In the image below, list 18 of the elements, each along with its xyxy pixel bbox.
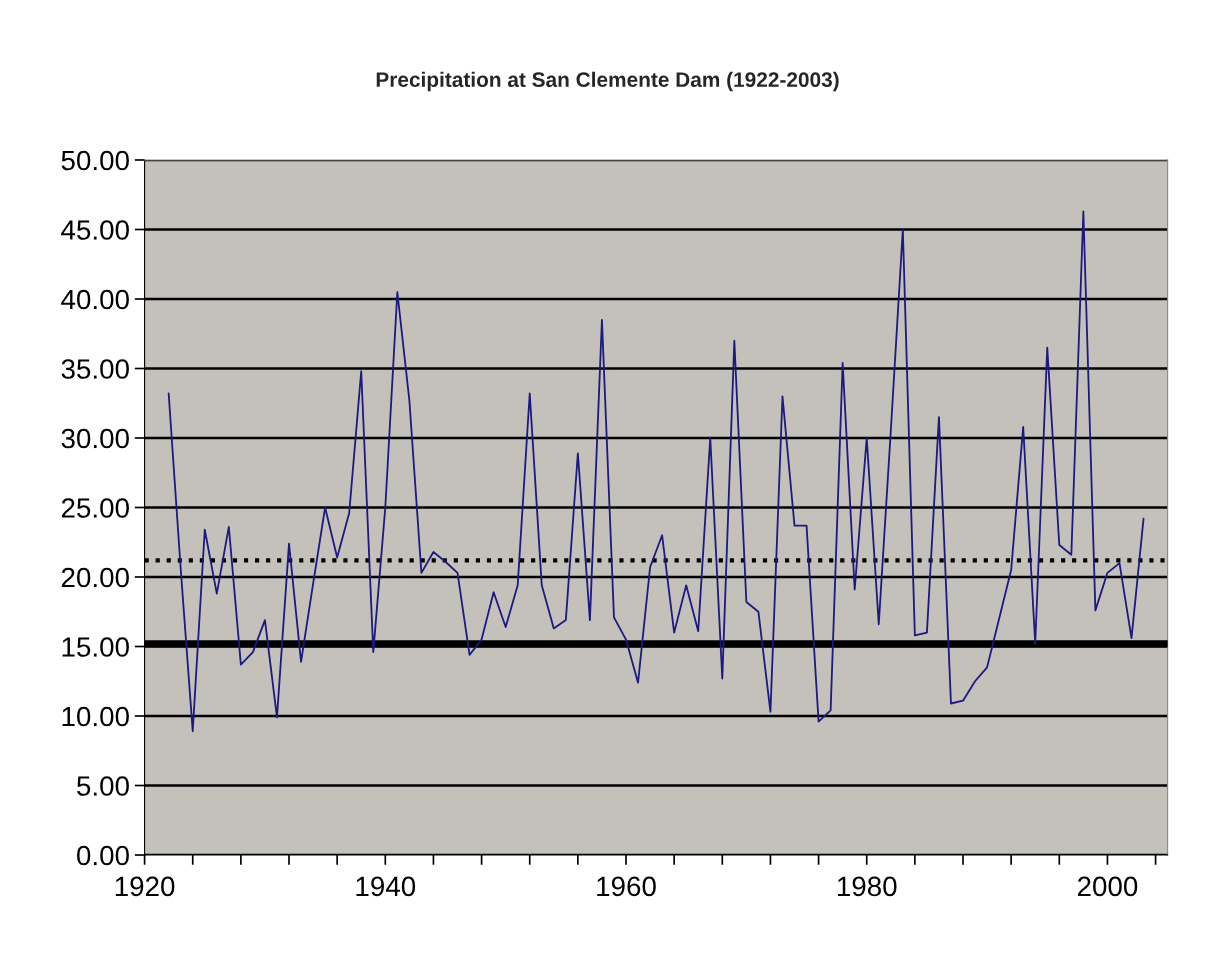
y-tick-label: 0.00 (77, 845, 129, 866)
y-tick-label: 30.00 (61, 428, 129, 449)
y-tick-label: 50.00 (61, 150, 129, 171)
x-tick-label: 1940 (356, 876, 416, 897)
x-tick-label: 2000 (1077, 876, 1138, 897)
y-tick-label: 5.00 (77, 776, 129, 796)
y-tick-label: 45.00 (61, 220, 129, 240)
y-tick-label: 10.00 (62, 706, 129, 727)
x-tick-label: 1960 (597, 876, 656, 897)
line-series (167, 210, 1145, 733)
y-tick-label: 20.00 (61, 567, 129, 588)
y-tick-label: 15.00 (62, 637, 129, 657)
y-tick-label: 25.00 (61, 498, 129, 518)
chart-title: Precipitation at San Clemente Dam (1922-2003) (376, 71, 839, 92)
x-tick-label: 1980 (837, 876, 897, 897)
x-tick-label: 1920 (115, 876, 175, 897)
y-tick-label: 35.00 (61, 359, 129, 379)
y-tick-label: 40.00 (61, 289, 129, 310)
